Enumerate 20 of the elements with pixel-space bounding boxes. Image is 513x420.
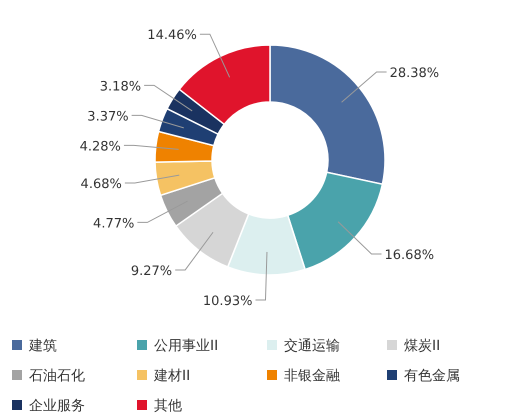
legend-label: 非银金融 xyxy=(284,368,340,384)
data-label: 4.77% xyxy=(93,216,134,232)
data-label: 3.37% xyxy=(87,109,129,124)
data-label: 10.93% xyxy=(202,294,252,309)
legend-label: 建材II xyxy=(153,368,190,384)
legend-label: 公用事业II xyxy=(154,338,218,354)
data-label: 16.68% xyxy=(384,248,434,264)
legend-label: 石油石化 xyxy=(29,368,85,384)
data-label: 9.27% xyxy=(130,264,172,279)
data-label: 4.68% xyxy=(80,177,122,192)
legend-label: 交通运输 xyxy=(284,338,340,354)
data-label: 14.46% xyxy=(147,28,197,44)
legend-label: 建筑 xyxy=(28,338,57,354)
data-label: 4.28% xyxy=(80,139,121,154)
data-label: 3.18% xyxy=(100,79,142,94)
data-label: 28.38% xyxy=(390,66,440,82)
legend-label: 煤炭II xyxy=(404,338,440,354)
legend-label: 其他 xyxy=(154,398,182,414)
legend-label: 企业服务 xyxy=(29,398,85,414)
legend-label: 有色金属 xyxy=(404,368,460,384)
